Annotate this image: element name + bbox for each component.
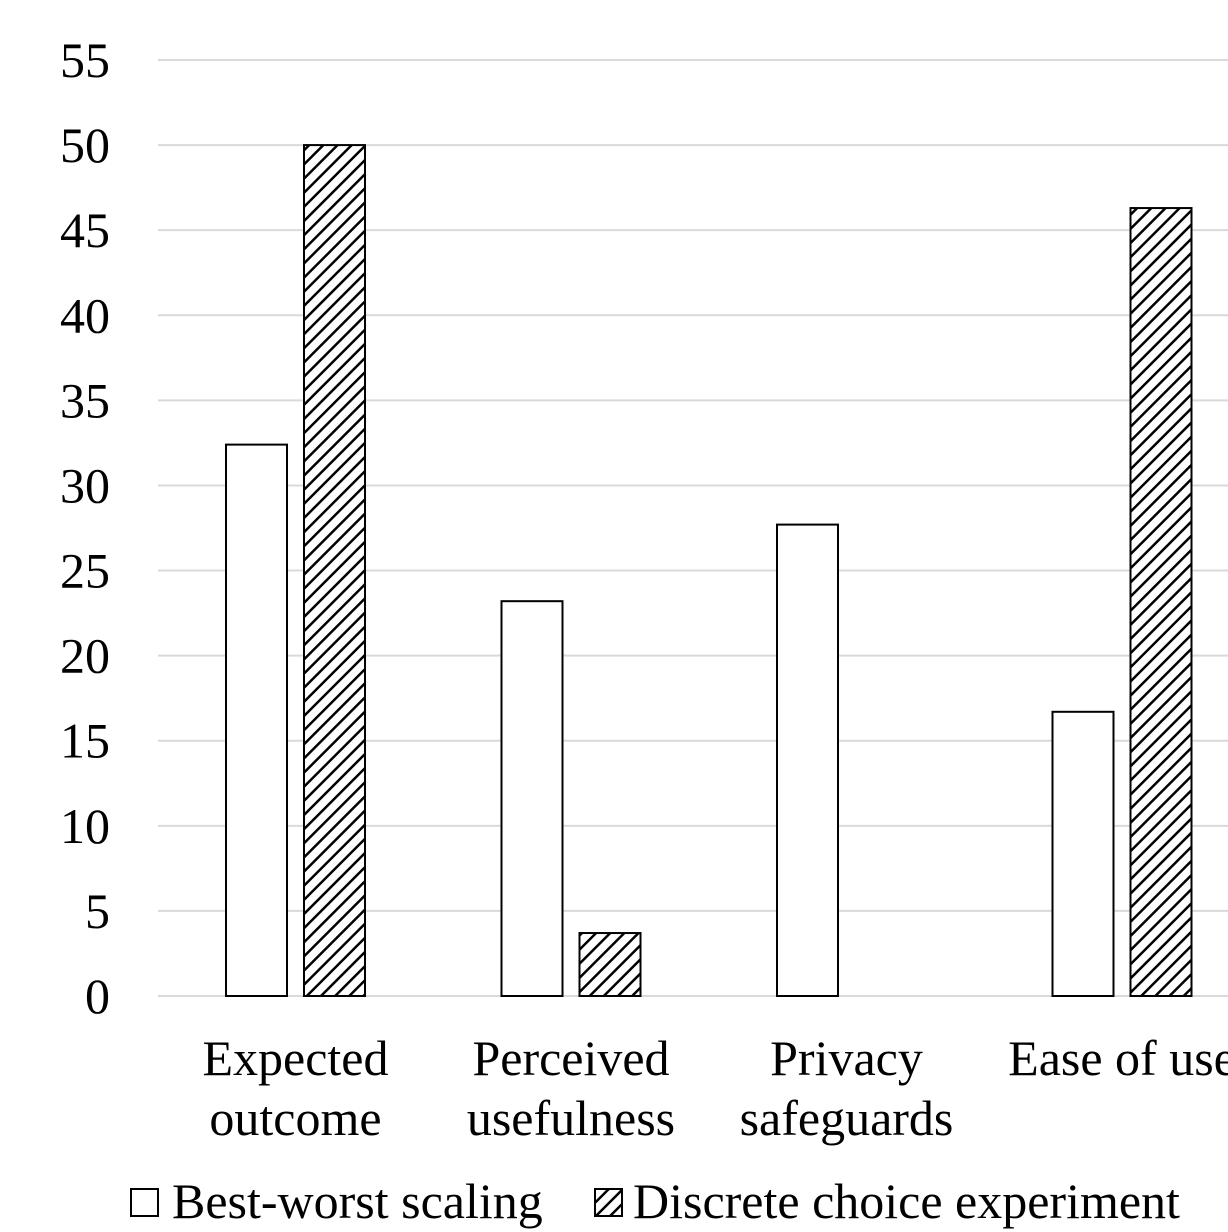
y-tick-label: 55 <box>60 32 110 88</box>
y-tick-label: 20 <box>60 628 110 684</box>
bar-best-worst-1 <box>500 600 564 997</box>
y-tick-label: 5 <box>85 883 110 939</box>
x-category-label: Perceived <box>472 1030 669 1086</box>
bar-dce-0 <box>303 144 366 998</box>
x-category-label: Expected <box>202 1030 388 1086</box>
x-category-label: Ease of use <box>1008 1030 1228 1086</box>
x-category-label: Privacy <box>770 1030 923 1086</box>
x-category-label: safeguards <box>740 1090 954 1146</box>
bar-best-worst-0 <box>225 443 288 997</box>
y-axis-ticks: 0 5 10 15 20 25 30 35 40 45 50 55 <box>60 32 110 1024</box>
bar-dce-1 <box>578 932 642 997</box>
y-tick-label: 30 <box>60 457 110 513</box>
legend-label: Best-worst scaling <box>172 1173 543 1229</box>
x-category-label: outcome <box>209 1090 381 1146</box>
y-tick-label: 45 <box>60 202 110 258</box>
legend: Best-worst scaling Discrete choice experi… <box>130 1173 1180 1229</box>
y-tick-label: 10 <box>60 798 110 854</box>
bars <box>225 144 1193 998</box>
y-tick-label: 35 <box>60 372 110 428</box>
y-tick-label: 15 <box>60 713 110 769</box>
y-tick-label: 50 <box>60 117 110 173</box>
y-tick-label: 0 <box>85 968 110 1024</box>
y-tick-label: 25 <box>60 543 110 599</box>
legend-swatch <box>130 1188 159 1217</box>
bar-best-worst-3 <box>1051 710 1115 998</box>
legend-label: Discrete choice experiment <box>633 1173 1180 1229</box>
bar-dce-3 <box>1129 207 1193 998</box>
x-category-label: usefulness <box>467 1090 675 1146</box>
y-tick-label: 40 <box>60 287 110 343</box>
legend-swatch <box>594 1188 623 1217</box>
bar-best-worst-2 <box>776 523 839 997</box>
